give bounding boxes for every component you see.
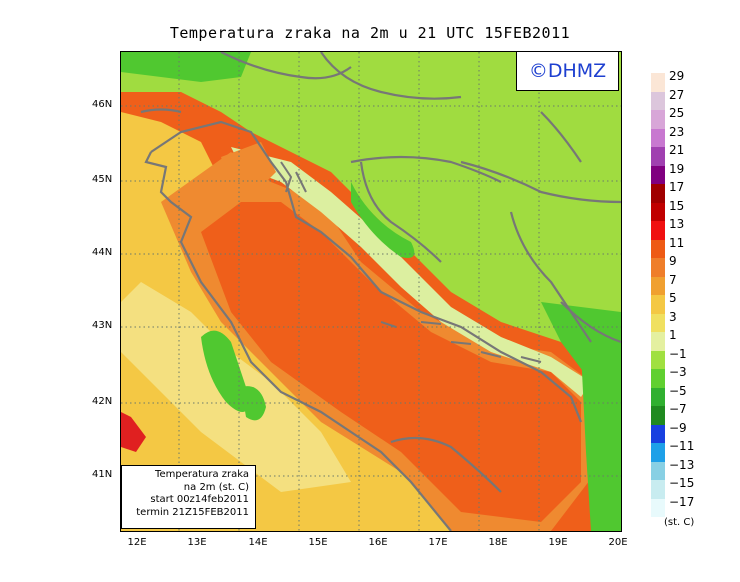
legend-label: 27 [669,87,685,102]
info-line-2: na 2m (st. C) [183,481,249,493]
legend-swatch [651,369,665,388]
legend-label: 21 [669,143,685,157]
legend-swatch [651,91,665,110]
legend-label: 19 [669,161,685,176]
legend-label: −17 [669,494,695,509]
legend-swatch [651,443,665,462]
lat-lon-grid [121,52,621,531]
lat-label-45: 45N [92,174,113,185]
legend-label: −1 [669,346,687,361]
legend-swatch [651,498,665,517]
legend-label: 7 [669,272,677,287]
legend-label: 1 [669,328,677,342]
map-title: Temperatura zraka na 2m u 21 UTC 15FEB20… [169,24,571,42]
alps-dark-green [121,52,251,82]
legend-label: 11 [669,235,685,250]
legend-label: 9 [669,254,677,268]
lat-label-42: 42N [92,396,113,407]
albania-green-zone [581,352,621,531]
balkan-green-zone [351,182,415,258]
coastlines-borders [140,52,621,531]
legend-swatch [651,406,665,425]
balkan-land [121,52,621,382]
info-box: Temperatura zraka na 2m (st. C) start 00… [121,465,256,529]
legend-swatch [651,221,665,240]
legend-swatch [651,128,665,147]
legend-swatch [651,313,665,332]
info-line-4: termin 21Z15FEB2011 [136,506,249,518]
legend-swatch [651,147,665,166]
legend-swatch [651,202,665,221]
lon-label-17: 17E [428,537,448,548]
balkan-pale-band [231,147,591,397]
map-canvas [121,52,621,531]
italy-green-zone [201,330,251,412]
tyrrhenian-red-zone [121,412,146,452]
lat-label-46: 46N [92,99,113,110]
legend-swatch [651,424,665,443]
info-line-1: Temperatura zraka [155,469,249,480]
legend-swatch [651,184,665,203]
lon-label-20: 20E [608,537,628,548]
legend-label: −3 [669,365,687,379]
legend-swatch [651,295,665,314]
legend-label: 13 [669,217,685,231]
lon-label-15: 15E [308,537,328,548]
temperature-map [120,51,622,532]
legend-label: 3 [669,309,677,324]
legend-swatch [651,239,665,258]
legend-label: −5 [669,383,687,398]
legend-label: −11 [669,439,695,453]
legend-label: 15 [669,198,685,213]
italy-green-zone-2 [241,386,266,421]
lat-label-41: 41N [92,469,113,480]
legend-swatch [651,73,665,92]
legend-label: 17 [669,180,685,194]
legend-swatch [651,276,665,295]
legend-swatch [651,461,665,480]
copyright-badge: ©DHMZ [516,51,619,91]
lon-label-18: 18E [488,537,508,548]
lon-label-16: 16E [368,537,388,548]
legend-label: −15 [669,476,695,490]
lon-label-12: 12E [127,537,147,548]
legend-label: −9 [669,420,687,435]
lon-label-14: 14E [248,537,268,548]
info-line-3: start 00z14feb2011 [150,494,249,505]
lat-label-43: 43N [92,320,113,331]
lon-label-19: 19E [548,537,568,548]
legend-swatch [651,387,665,406]
adriatic-sea [201,202,581,522]
color-scale-legend [651,73,665,517]
lat-label-44: 44N [92,247,113,258]
legend-swatch [651,332,665,351]
legend-label: −13 [669,457,695,472]
lon-label-13: 13E [187,537,207,548]
legend-label: 29 [669,69,685,83]
legend-unit: (st. C) [664,517,695,528]
legend-label: 23 [669,124,685,139]
legend-swatch [651,110,665,129]
legend-swatch [651,258,665,277]
legend-label: −7 [669,402,687,416]
legend-swatch [651,480,665,499]
istria-zone [221,142,276,192]
legend-swatch [651,350,665,369]
legend-label: 5 [669,291,677,305]
legend-label: 25 [669,106,685,120]
legend-swatch [651,165,665,184]
